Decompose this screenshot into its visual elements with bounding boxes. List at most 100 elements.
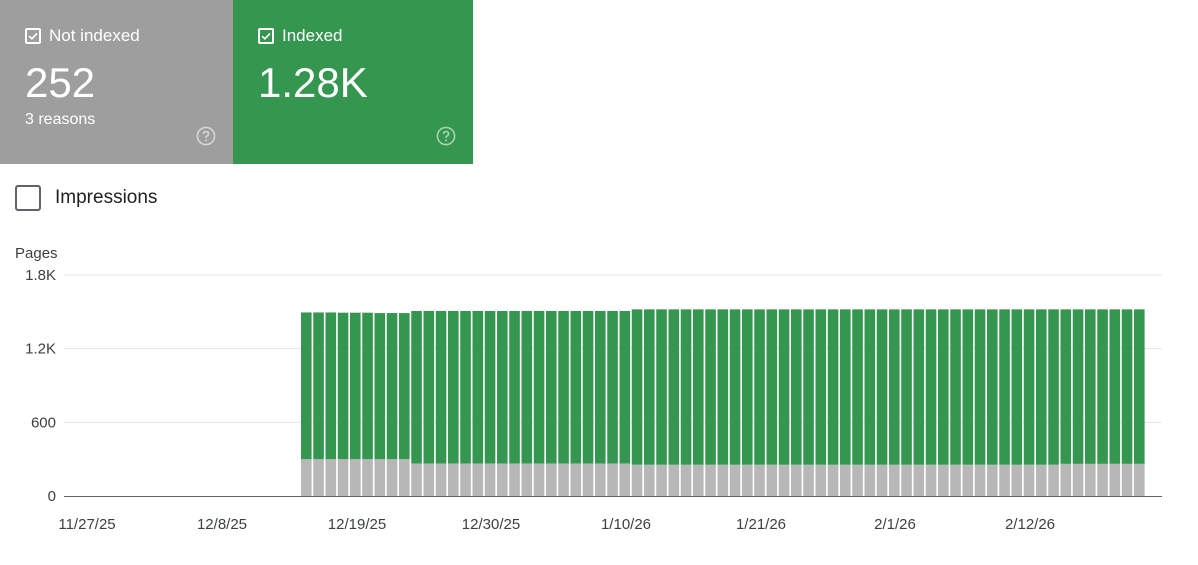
bar-not-indexed <box>582 463 594 496</box>
bar-not-indexed <box>533 463 545 496</box>
bar-indexed <box>1109 309 1121 464</box>
bar-indexed <box>827 309 839 465</box>
bar-indexed <box>386 313 398 460</box>
bar-not-indexed <box>350 459 361 496</box>
bar-not-indexed <box>901 464 912 496</box>
y-tick-label: 0 <box>48 488 56 505</box>
bar-indexed <box>705 309 716 465</box>
bar-indexed <box>423 310 435 464</box>
bar-indexed <box>460 310 471 464</box>
bar-indexed <box>1023 309 1035 465</box>
bar-not-indexed <box>925 464 937 496</box>
help-icon[interactable] <box>436 126 456 146</box>
not-indexed-checkbox-icon[interactable] <box>25 28 41 44</box>
bar-not-indexed <box>791 464 802 496</box>
indexed-checkbox-icon[interactable] <box>258 28 274 44</box>
bar-not-indexed <box>374 459 386 496</box>
bar-not-indexed <box>509 463 520 496</box>
y-tick-label: 600 <box>31 414 56 431</box>
bar-indexed <box>693 309 704 465</box>
bar-indexed <box>607 310 618 464</box>
bar-not-indexed <box>680 464 692 496</box>
bar-indexed <box>1072 309 1084 464</box>
bar-not-indexed <box>693 464 704 496</box>
bar-indexed <box>729 309 741 465</box>
bar-indexed <box>925 309 937 465</box>
bar-not-indexed <box>803 464 814 496</box>
y-tick-label: 1.8K <box>25 267 56 284</box>
bar-indexed <box>374 313 386 460</box>
bar-indexed <box>313 312 324 460</box>
impressions-toggle[interactable]: Impressions <box>15 185 157 211</box>
bar-not-indexed <box>852 464 863 496</box>
bar-not-indexed <box>778 464 790 496</box>
bar-indexed <box>399 313 410 460</box>
bar-indexed <box>913 309 925 465</box>
bar-not-indexed <box>399 459 410 496</box>
bar-not-indexed <box>1011 464 1023 496</box>
bar-indexed <box>521 310 533 464</box>
bar-not-indexed <box>950 464 961 496</box>
bar-indexed <box>472 310 484 464</box>
bar-indexed <box>435 310 447 464</box>
bar-not-indexed <box>1097 463 1108 496</box>
bar-not-indexed <box>729 464 741 496</box>
bar-indexed <box>778 309 790 465</box>
bar-indexed <box>864 309 876 465</box>
bar-not-indexed <box>570 463 582 496</box>
bar-not-indexed <box>1109 463 1121 496</box>
bar-indexed <box>1097 309 1108 464</box>
bar-not-indexed <box>705 464 716 496</box>
bar-indexed <box>742 309 753 465</box>
bar-not-indexed <box>962 464 974 496</box>
bar-indexed <box>619 310 631 464</box>
bar-indexed <box>1134 309 1145 464</box>
bar-indexed <box>962 309 974 465</box>
indexed-card[interactable]: Indexed 1.28K <box>233 0 473 164</box>
bar-indexed <box>938 309 949 465</box>
bar-indexed <box>876 309 888 465</box>
bar-indexed <box>815 309 827 465</box>
bar-indexed <box>1011 309 1023 465</box>
indexed-count: 1.28K <box>258 59 368 106</box>
bar-indexed <box>558 310 569 464</box>
bar-indexed <box>337 312 349 460</box>
bar-not-indexed <box>435 463 447 496</box>
bar-indexed <box>1048 309 1059 465</box>
bar-not-indexed <box>631 464 643 496</box>
impressions-label: Impressions <box>55 187 158 208</box>
bar-not-indexed <box>999 464 1010 496</box>
x-tick-label: 11/27/25 <box>58 516 115 533</box>
x-tick-label: 12/8/25 <box>197 516 247 533</box>
x-tick-label: 12/30/25 <box>462 516 520 533</box>
bar-indexed <box>950 309 961 465</box>
bar-not-indexed <box>1085 463 1096 496</box>
bar-indexed <box>791 309 802 465</box>
bar-indexed <box>852 309 863 465</box>
bar-not-indexed <box>1134 463 1145 496</box>
not-indexed-label-row: Not indexed <box>25 26 140 46</box>
bar-not-indexed <box>1072 463 1084 496</box>
bar-not-indexed <box>484 463 496 496</box>
impressions-checkbox[interactable] <box>15 185 41 211</box>
bar-not-indexed <box>325 459 337 496</box>
bar-not-indexed <box>411 463 422 496</box>
bar-indexed <box>448 310 459 464</box>
not-indexed-card[interactable]: Not indexed 252 3 reasons <box>0 0 233 164</box>
bar-not-indexed <box>1121 463 1133 496</box>
bar-indexed <box>754 309 765 465</box>
bar-not-indexed <box>423 463 435 496</box>
bar-not-indexed <box>546 463 557 496</box>
y-axis-label: Pages <box>15 245 58 262</box>
bar-not-indexed <box>754 464 765 496</box>
bar-not-indexed <box>607 463 618 496</box>
bar-not-indexed <box>876 464 888 496</box>
help-icon[interactable] <box>196 126 216 146</box>
bar-indexed <box>656 309 667 465</box>
bar-not-indexed <box>448 463 459 496</box>
bar-indexed <box>766 309 778 465</box>
bar-indexed <box>509 310 520 464</box>
bar-indexed <box>803 309 814 465</box>
bar-not-indexed <box>337 459 349 496</box>
bar-not-indexed <box>1048 464 1059 496</box>
